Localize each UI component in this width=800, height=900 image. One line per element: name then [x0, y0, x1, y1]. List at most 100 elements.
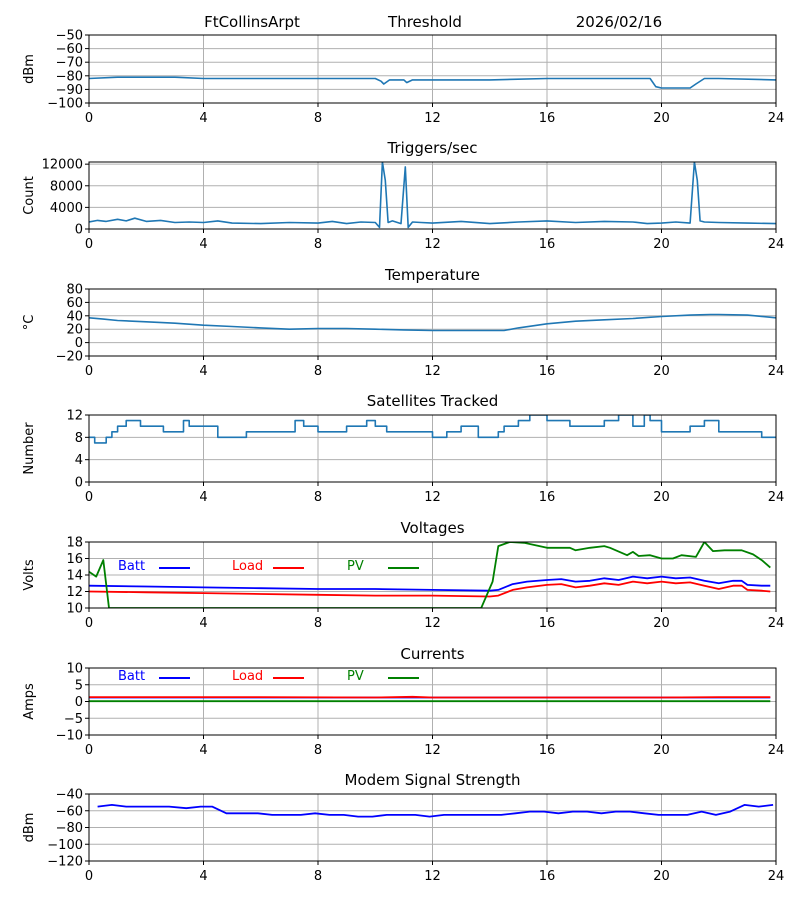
y-axis-label: dBm — [22, 54, 37, 84]
series-line-triggers — [89, 162, 776, 229]
x-tick-label: 16 — [539, 364, 556, 379]
x-tick-label: 4 — [199, 237, 207, 252]
series-line-pv — [89, 542, 771, 608]
x-tick-label: 16 — [539, 490, 556, 505]
series-line-modem — [97, 804, 774, 818]
panel-title: Satellites Tracked — [367, 392, 498, 410]
y-tick-label: 12 — [66, 585, 83, 600]
y-tick-label: 0 — [75, 695, 83, 710]
series-line-batt — [89, 575, 771, 592]
x-tick-label: 24 — [768, 490, 785, 505]
y-tick-label: −20 — [56, 350, 83, 365]
x-tick-label: 8 — [314, 490, 322, 505]
y-tick-label: 20 — [66, 323, 83, 338]
series-line-load — [89, 695, 771, 699]
x-tick-label: 8 — [314, 364, 322, 379]
x-tick-label: 0 — [85, 869, 93, 884]
y-axis-label: Amps — [22, 683, 37, 720]
y-tick-label: 10 — [66, 602, 83, 617]
y-tick-label: −100 — [47, 838, 83, 853]
x-tick-label: 0 — [85, 364, 93, 379]
x-tick-label: 4 — [199, 490, 207, 505]
y-tick-label: 5 — [75, 678, 83, 693]
x-tick-label: 4 — [199, 364, 207, 379]
y-tick-label: 40 — [66, 309, 83, 324]
x-tick-label: 0 — [85, 111, 93, 126]
legend-label-batt: Batt — [118, 559, 145, 574]
x-tick-label: 20 — [653, 111, 670, 126]
y-tick-label: −60 — [56, 804, 83, 819]
x-tick-label: 8 — [314, 869, 322, 884]
y-tick-label: 0 — [75, 336, 83, 351]
y-tick-label: −40 — [56, 788, 83, 803]
y-tick-label: 0 — [75, 223, 83, 238]
x-tick-label: 12 — [424, 743, 441, 758]
legend-label-pv: PV — [347, 559, 364, 574]
y-tick-label: −60 — [56, 42, 83, 57]
x-tick-label: 24 — [768, 616, 785, 631]
x-tick-label: 0 — [85, 616, 93, 631]
panel-title: Temperature — [384, 266, 480, 284]
y-tick-label: 60 — [66, 296, 83, 311]
x-tick-label: 4 — [199, 111, 207, 126]
y-tick-label: 4 — [75, 453, 83, 468]
metric-title: Threshold — [387, 13, 462, 31]
x-tick-label: 12 — [424, 364, 441, 379]
panel-currents: 0 4 8 12 16 20 24 −10 −5 0 510 Currents Amps Batt Load… — [22, 645, 784, 758]
series-line-threshold — [89, 76, 776, 89]
y-axis-label: dBm — [22, 813, 37, 843]
x-tick-label: 16 — [539, 869, 556, 884]
legend-label-load: Load — [232, 559, 263, 574]
x-tick-label: 24 — [768, 111, 785, 126]
panel-title: Triggers/sec — [387, 139, 478, 157]
x-tick-label: 20 — [653, 364, 670, 379]
panel-modem: 0 4 8 12 16 20 24 −120 −100 −80 −60−40 Modem Signal… — [22, 771, 784, 884]
y-tick-label: −120 — [47, 855, 83, 870]
x-tick-label: 16 — [539, 616, 556, 631]
legend-label-load: Load — [232, 669, 263, 684]
y-tick-label: −80 — [56, 69, 83, 84]
x-tick-label: 8 — [314, 743, 322, 758]
panel-threshold: 0 4 8 12 16 20 24 −50−60−70−80−90−100 dBm — [22, 29, 784, 127]
y-axis-label: Volts — [22, 559, 37, 591]
y-tick-label: −100 — [47, 97, 83, 112]
series-line-temperature — [89, 313, 776, 332]
x-tick-label: 16 — [539, 111, 556, 126]
y-axis-label: °C — [22, 315, 37, 331]
x-tick-label: 24 — [768, 364, 785, 379]
x-tick-label: 0 — [85, 237, 93, 252]
x-tick-label: 0 — [85, 490, 93, 505]
y-tick-label: 16 — [66, 552, 83, 567]
y-tick-label: −10 — [56, 729, 83, 744]
y-tick-label: 12000 — [42, 158, 83, 173]
x-tick-label: 24 — [768, 869, 785, 884]
x-tick-label: 12 — [424, 237, 441, 252]
y-tick-label: 8 — [75, 431, 83, 446]
x-tick-label: 24 — [768, 743, 785, 758]
y-tick-label: −50 — [56, 29, 83, 44]
x-tick-label: 20 — [653, 237, 670, 252]
x-tick-label: 12 — [424, 616, 441, 631]
x-tick-label: 8 — [314, 237, 322, 252]
x-tick-label: 20 — [653, 743, 670, 758]
y-tick-label: 12 — [66, 409, 83, 424]
y-tick-label: 80 — [66, 283, 83, 298]
x-tick-label: 24 — [768, 237, 785, 252]
station-title: FtCollinsArpt — [204, 13, 300, 31]
panel-title: Modem Signal Strength — [345, 771, 521, 789]
x-tick-label: 20 — [653, 869, 670, 884]
series-line-satellites — [89, 415, 776, 444]
y-axis-label: Number — [22, 422, 37, 475]
y-tick-label: 10 — [66, 662, 83, 677]
x-tick-label: 12 — [424, 111, 441, 126]
legend-label-pv: PV — [347, 669, 364, 684]
y-tick-label: 8000 — [50, 179, 83, 194]
panel-satellites: 0 4 8 12 16 20 24 0 4 8 12 Satellites Tracked Number — [22, 392, 784, 505]
y-axis-label: Count — [22, 176, 37, 215]
x-tick-label: 4 — [199, 743, 207, 758]
x-tick-label: 16 — [539, 237, 556, 252]
x-tick-label: 4 — [199, 616, 207, 631]
